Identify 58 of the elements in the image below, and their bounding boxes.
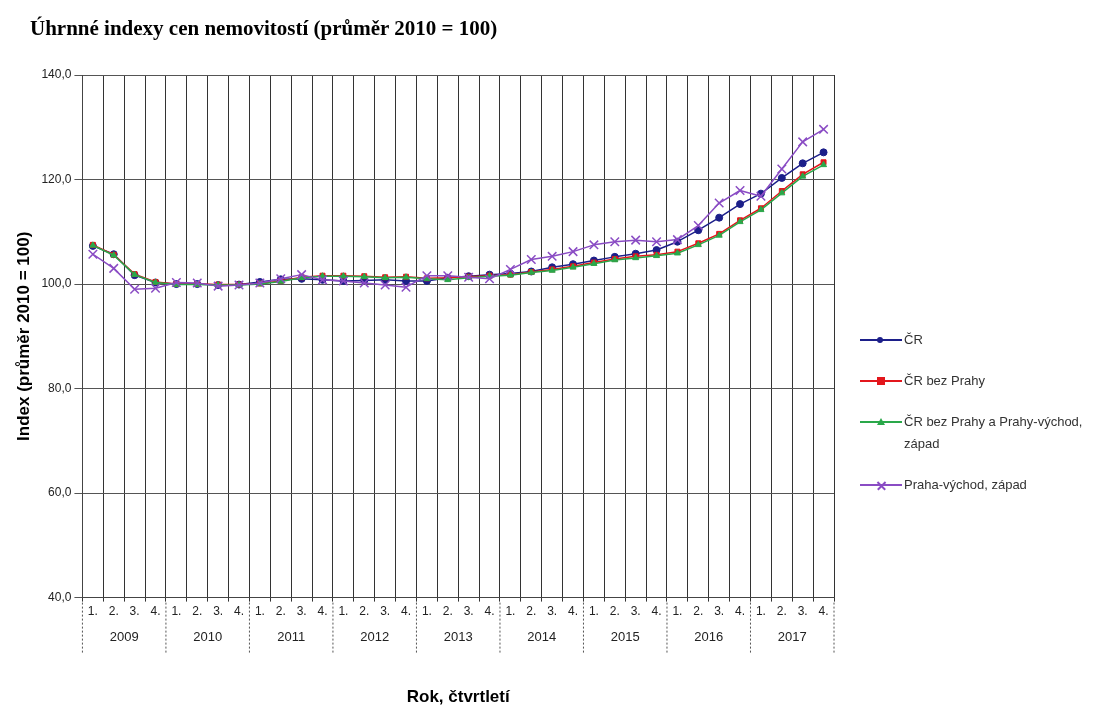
x-tick-label: 3. bbox=[714, 604, 725, 619]
text: 2010 bbox=[193, 629, 223, 645]
y-tick-label: 120,0 bbox=[41, 171, 72, 186]
legend-label: ČR bez Prahy bbox=[904, 372, 985, 390]
x-tick-label: 4. bbox=[568, 604, 579, 619]
x-tick-label: 4. bbox=[735, 604, 746, 619]
y-tick-label: 100,0 bbox=[41, 276, 72, 291]
text: 2012 bbox=[360, 629, 390, 645]
x-tick-label: 3. bbox=[380, 604, 391, 619]
x-tick-label: 4. bbox=[484, 604, 495, 619]
x-tick-label: 4. bbox=[150, 604, 161, 619]
x-tick-label: 2. bbox=[108, 604, 119, 619]
text: 2014 bbox=[527, 629, 557, 645]
legend-label: ČR bbox=[904, 331, 923, 349]
x-tick-label: 3. bbox=[630, 604, 641, 619]
x-tick-label: 2. bbox=[275, 604, 286, 619]
x-tick-label: 1. bbox=[505, 604, 516, 619]
x-tick-label: 4. bbox=[317, 604, 328, 619]
text: 2017 bbox=[777, 629, 807, 645]
text: 2013 bbox=[443, 629, 473, 645]
legend-label: Praha-východ, západ bbox=[904, 476, 1027, 494]
x-tick-label: 1. bbox=[672, 604, 683, 619]
x-tick-label: 1. bbox=[254, 604, 265, 619]
x-tick-label: 2. bbox=[192, 604, 203, 619]
x-tick-label: 3. bbox=[296, 604, 307, 619]
y-tick-label: 60,0 bbox=[48, 485, 72, 500]
x-tick-label: 4. bbox=[401, 604, 412, 619]
x-tick-label: 4. bbox=[651, 604, 662, 619]
x-tick-label: 3. bbox=[547, 604, 558, 619]
x-tick-label: 1. bbox=[755, 604, 766, 619]
x-tick-label: 1. bbox=[588, 604, 599, 619]
text: 2015 bbox=[610, 629, 640, 645]
x-tick-label: 1. bbox=[87, 604, 98, 619]
text: 2011 bbox=[277, 629, 306, 645]
x-tick-label: 3. bbox=[213, 604, 224, 619]
text: 2016 bbox=[694, 629, 724, 645]
x-tick-label: 4. bbox=[818, 604, 829, 619]
x-tick-label: 1. bbox=[171, 604, 182, 619]
x-tick-label: 3. bbox=[797, 604, 808, 619]
legend-label: ČR bez Prahy a Prahy-východ, západ bbox=[904, 413, 1084, 453]
x-tick-label: 2. bbox=[442, 604, 453, 619]
y-tick-label: 140,0 bbox=[41, 67, 72, 82]
x-tick-label: 4. bbox=[234, 604, 245, 619]
x-axis-title: Rok, čtvrtletí bbox=[406, 687, 511, 707]
x-tick-label: 2. bbox=[776, 604, 787, 619]
text: 2009 bbox=[109, 629, 139, 645]
x-tick-label: 2. bbox=[693, 604, 704, 619]
x-tick-label: 1. bbox=[338, 604, 349, 619]
y-tick-label: 80,0 bbox=[48, 380, 72, 395]
x-tick-label: 2. bbox=[609, 604, 620, 619]
x-tick-label: 3. bbox=[129, 604, 140, 619]
x-tick-label: 1. bbox=[421, 604, 432, 619]
x-tick-label: 3. bbox=[463, 604, 474, 619]
y-tick-label: 40,0 bbox=[48, 589, 72, 604]
x-tick-label: 2. bbox=[526, 604, 537, 619]
y-axis-title: Index (průměr 2010 = 100) bbox=[13, 231, 33, 441]
chart-title: Úhrnné indexy cen nemovitostí (průměr 2010 = 100) bbox=[30, 16, 498, 41]
x-tick-label: 2. bbox=[359, 604, 370, 619]
